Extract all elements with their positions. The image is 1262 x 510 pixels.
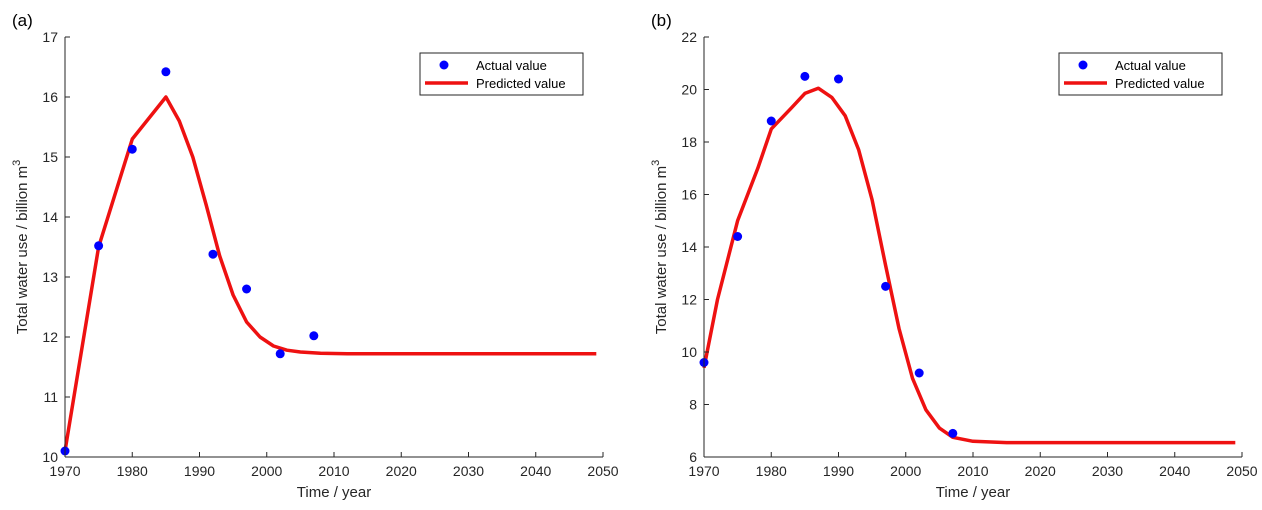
actual-value-point [127,144,137,154]
y-tick-label: 15 [42,149,58,165]
y-tick-label: 6 [689,449,697,465]
x-tick-label: 2020 [1025,463,1056,479]
y-tick-label: 14 [681,239,697,255]
actual-value-point [733,232,743,241]
actual-value-point [161,67,171,77]
predicted-value-line [702,86,1236,445]
legend-box [1058,52,1223,96]
panel-label: (a) [12,11,33,30]
y-axis-title-text: Total water use / billion m [653,166,670,334]
chart-panel-b: (b) 1970 1980 1990 2000 2010 2020 2030 2040 2050… [650,11,1258,501]
y-tick-label: 11 [43,389,58,405]
actual-value-point [800,71,810,81]
y-tick-label: 10 [681,344,697,360]
actual-value-point [242,284,252,294]
x-tick-label: 2020 [386,463,417,479]
y-tick-label: 20 [681,82,697,98]
y-tick-label: 16 [42,89,58,105]
actual-value-point [948,428,958,438]
x-tick-label: 1980 [117,463,148,479]
x-tick-label: 2050 [587,463,618,479]
x-tick-label: 2030 [453,463,484,479]
panel-label: (b) [651,11,672,30]
y-tick-label: 13 [42,269,58,285]
legend-entry-actual: Actual value [476,58,547,73]
y-tick-label: 17 [42,29,58,45]
x-tick-label: 1970 [49,463,80,479]
x-tick-label: 1970 [688,463,719,479]
actual-value-point [881,281,891,291]
y-axis-title: Total water use / billion m3 [11,160,31,335]
legend-box [419,52,584,96]
legend-marker-actual [439,60,449,70]
x-tick-label: 2010 [318,463,349,479]
y-tick-label: 16 [681,187,697,203]
legend: Actual value Predicted value [1058,52,1223,96]
x-axis-title: Time / year [936,484,1010,501]
y-tick-label: 8 [689,397,697,413]
y-tick-label: 12 [681,292,697,308]
y-axis-title: Total water use / billion m3 [650,160,670,335]
actual-value-point [94,241,104,251]
legend-entry-actual: Actual value [1115,58,1186,73]
y-tick-label: 14 [42,209,58,225]
legend-marker-actual [1078,60,1088,70]
y-tick-label: 22 [681,29,697,45]
y-axis-title-superscript: 3 [650,160,662,166]
x-tick-label: 2000 [890,463,921,479]
x-tick-label: 2010 [957,463,988,479]
x-tick-label: 2050 [1226,463,1257,479]
x-axis-title: Time / year [297,484,371,501]
x-tick-label: 2040 [520,463,551,479]
actual-value-point [766,116,776,126]
y-tick-label: 12 [42,329,58,345]
x-tick-label: 2000 [251,463,282,479]
legend: Actual value Predicted value [419,52,584,96]
x-tick-label: 2030 [1092,463,1123,479]
chart-panel-a: (a) 1970 1980 1990 2000 2010 2020 2030 2040 2050… [11,11,619,501]
y-axis-title-text: Total water use / billion m [14,166,31,334]
predicted-value-line [63,95,597,452]
legend-entry-predicted: Predicted value [1115,76,1205,91]
x-tick-label: 2040 [1159,463,1190,479]
x-tick-label: 1980 [756,463,787,479]
legend-entry-predicted: Predicted value [476,76,566,91]
actual-value-point [309,331,319,341]
x-tick-label: 1990 [823,463,854,479]
y-axis-title-superscript: 3 [11,160,23,166]
actual-value-point [914,368,924,378]
y-tick-label: 10 [42,449,58,465]
actual-value-point [208,249,218,259]
x-tick-label: 1990 [184,463,215,479]
actual-value-point [834,74,843,84]
actual-value-point [275,349,285,359]
y-tick-label: 18 [681,134,697,150]
